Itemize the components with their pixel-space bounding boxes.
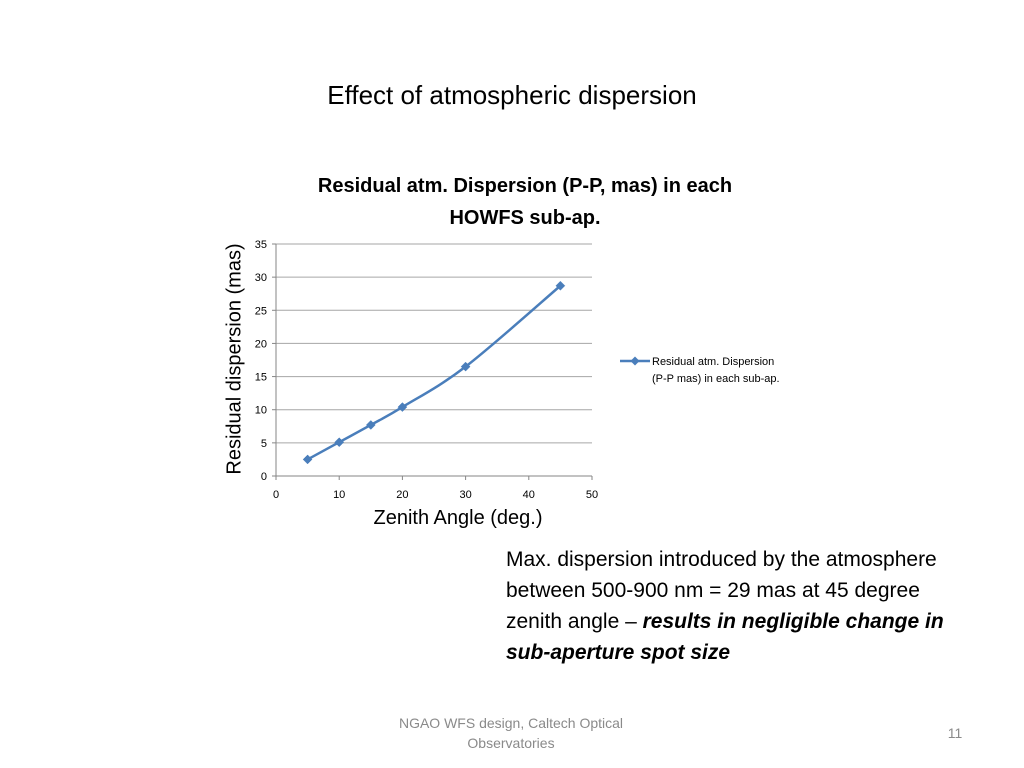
chart-axes: 0 5 10 15 20 25 30 35 0 10 20 30 40 50	[255, 239, 598, 501]
x-tick-label: 40	[523, 489, 535, 501]
chart-gridlines	[276, 243, 592, 444]
x-tick-label: 50	[586, 489, 598, 501]
y-tick-label: 10	[255, 405, 267, 417]
y-tick-label: 15	[255, 372, 267, 384]
x-axis-label: Zenith Angle (deg.)	[374, 507, 543, 529]
legend-label-line: Residual atm. Dispersion	[652, 356, 774, 368]
summary-text: Max. dispersion introduced by the atmosp…	[506, 544, 976, 668]
page-number: 11	[947, 725, 963, 741]
y-tick-label: 5	[261, 438, 267, 450]
chart-legend: Residual atm. Dispersion (P-P mas) in eac…	[620, 356, 780, 385]
footer-text: NGAO WFS design, Caltech Optical Observa…	[398, 715, 624, 751]
x-tick-label: 30	[459, 489, 471, 501]
data-point-marker	[365, 420, 376, 430]
chart-title: Residual atm. Dispersion (P-P, mas) in e…	[317, 175, 733, 229]
slide-title: Effect of atmospheric dispersion	[327, 80, 697, 110]
legend-label-line: (P-P mas) in each sub-ap.	[652, 373, 780, 385]
x-tick-label: 0	[273, 489, 279, 501]
y-tick-label: 30	[255, 272, 267, 284]
y-tick-label: 35	[255, 239, 267, 251]
y-tick-label: 25	[255, 305, 267, 317]
summary-text-plain: Max. dispersion introduced by the atmosp…	[506, 548, 937, 633]
chart-series	[302, 280, 566, 465]
y-tick-label: 20	[255, 338, 267, 350]
legend-marker	[630, 356, 640, 366]
x-tick-label: 20	[396, 489, 408, 501]
series-line	[307, 284, 562, 461]
y-tick-label: 0	[261, 471, 267, 483]
summary-text-emphasis: results in negligible change in sub-aper…	[506, 610, 944, 664]
data-point-marker	[302, 454, 313, 465]
data-point-marker	[460, 361, 471, 372]
data-point-marker	[555, 280, 566, 291]
y-axis-label: Residual dispersion (mas)	[223, 243, 245, 474]
x-tick-label: 10	[333, 489, 345, 501]
data-point-marker	[334, 437, 345, 448]
legend-label: Residual atm. Dispersion (P-P mas) in eac…	[652, 356, 780, 385]
data-point-marker	[397, 402, 408, 412]
